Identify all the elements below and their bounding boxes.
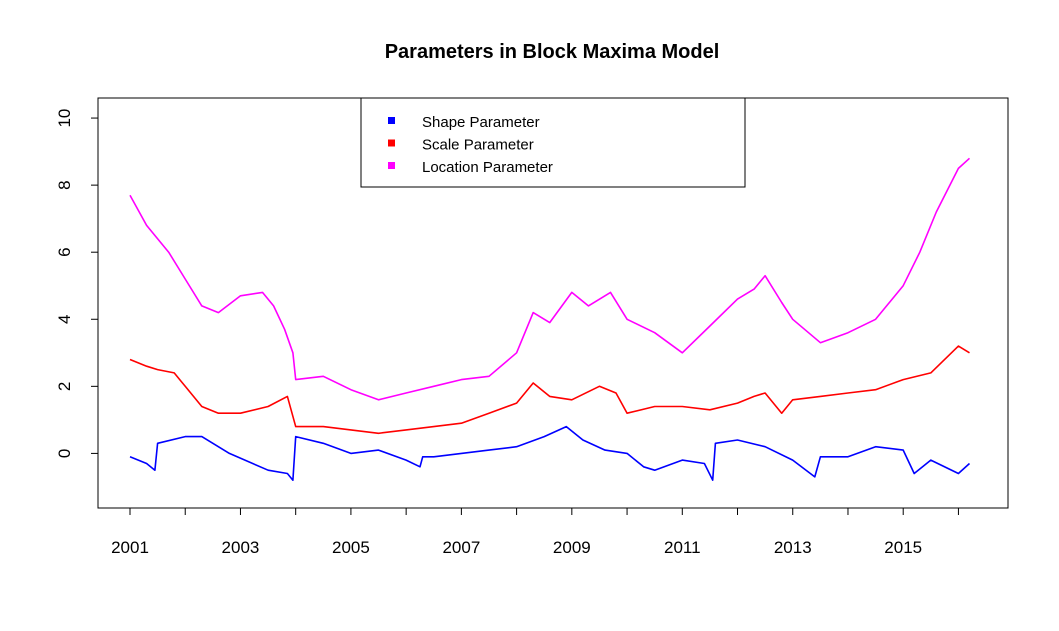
legend-swatch-2: [388, 162, 395, 169]
y-tick-label-0: 0: [55, 449, 74, 458]
legend-swatch-0: [388, 117, 395, 124]
x-tick-label-14: 2015: [884, 538, 922, 557]
series-line-2: [129, 157, 971, 401]
series-line-0: [129, 425, 971, 481]
legend-swatch-1: [388, 139, 395, 147]
legend-label-2: Location Parameter: [422, 159, 553, 176]
y-tick-label-5: 10: [55, 109, 74, 128]
x-tick-label-12: 2013: [774, 538, 812, 557]
series-line-1: [129, 345, 970, 435]
series-layer: [129, 157, 971, 481]
legend-label-0: Shape Parameter: [422, 114, 540, 131]
x-tick-label-4: 2005: [332, 538, 370, 557]
legend-label-1: Scale Parameter: [422, 137, 534, 154]
x-tick-label-8: 2009: [553, 538, 591, 557]
chart-title: Parameters in Block Maxima Model: [385, 41, 720, 63]
y-tick-label-3: 6: [55, 247, 74, 256]
x-tick-label-0: 2001: [111, 538, 149, 557]
legend-box: [360, 97, 746, 188]
y-tick-label-4: 8: [55, 180, 74, 189]
x-tick-label-6: 2007: [442, 538, 480, 557]
axes-layer: 2001 2003 2005 2007 2009 2011 2013 2015 0 2 4 6 8 10: [55, 109, 959, 557]
x-tick-label-10: 2011: [664, 538, 701, 557]
x-tick-label-2: 2003: [222, 538, 260, 557]
y-tick-label-1: 2: [55, 382, 74, 391]
y-tick-label-2: 4: [55, 315, 74, 324]
legend: Shape Parameter Scale Parameter Location P…: [360, 97, 746, 188]
